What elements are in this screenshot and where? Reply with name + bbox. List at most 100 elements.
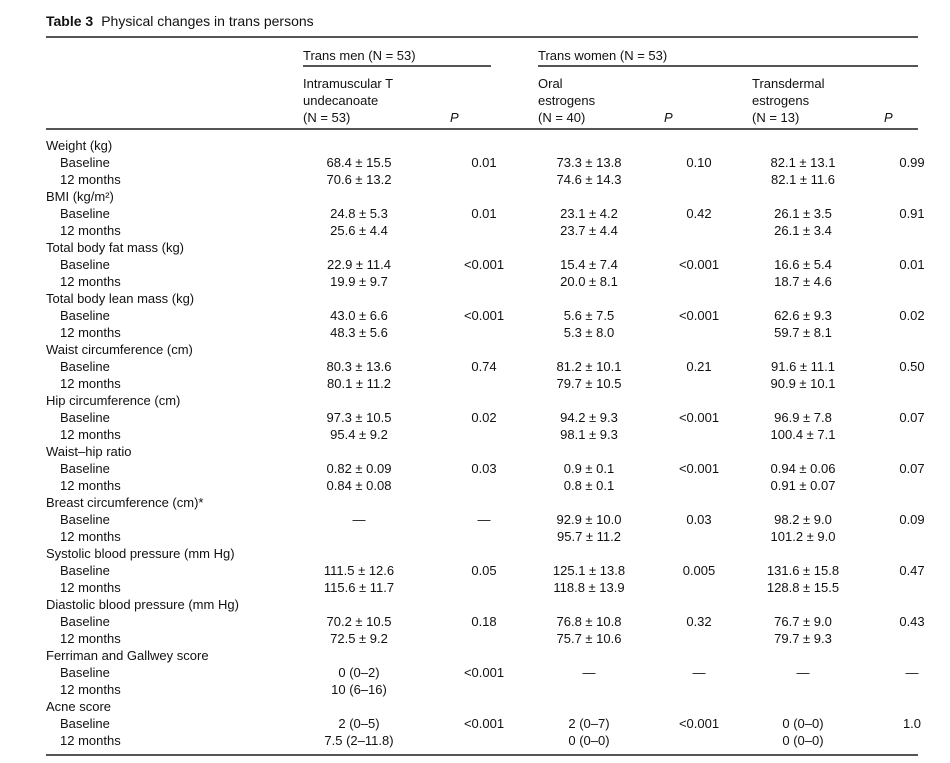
spacer-cell [404, 307, 444, 324]
spacer-cell [404, 426, 444, 443]
spacer-cell [404, 460, 444, 477]
p-value-cell [887, 290, 937, 307]
p-value-cell: <0.001 [463, 665, 505, 680]
value-cell: 5.6 ± 7.5 [563, 308, 615, 323]
value-cell [759, 188, 847, 205]
value-cell [759, 341, 847, 358]
spacer-cell [847, 647, 887, 664]
spacer-cell [634, 171, 664, 188]
spacer-cell [524, 545, 544, 562]
value-cell: 131.6 ± 15.8 [766, 563, 840, 578]
col-header-line: Transdermal [752, 76, 825, 91]
value-cell: 0.94 ± 0.06 [770, 461, 836, 476]
value-cell: 0 (0–2) [338, 665, 380, 680]
value-cell [544, 596, 634, 613]
row-label: Baseline [60, 563, 110, 578]
spacer-cell [734, 681, 759, 698]
value-cell [314, 545, 404, 562]
value-cell: 92.9 ± 10.0 [556, 512, 622, 527]
p-value-cell: 0.47 [899, 563, 925, 578]
row-group-label: Total body fat mass (kg) [46, 240, 184, 255]
p-value-cell [444, 188, 524, 205]
spacer-cell [734, 188, 759, 205]
group-header-trans-men: Trans men (N = 53) [303, 48, 416, 63]
value-cell: 82.1 ± 13.1 [770, 155, 836, 170]
spacer-cell [404, 375, 444, 392]
p-value-cell: <0.001 [678, 461, 720, 476]
value-cell: 95.7 ± 11.2 [557, 529, 621, 544]
spacer-cell [524, 681, 544, 698]
p-value-cell [444, 443, 524, 460]
group-rule-trans-men [303, 65, 491, 67]
value-cell [544, 494, 634, 511]
value-cell: 0.84 ± 0.08 [326, 478, 392, 493]
p-value-cell [664, 528, 734, 545]
value-cell: 48.3 ± 5.6 [330, 325, 388, 340]
spacer-cell [847, 273, 887, 290]
col-header-line: estrogens [538, 93, 596, 108]
spacer-cell [404, 443, 444, 460]
table-row: Baseline 68.4 ± 15.5 0.01 73.3 ± 13.8 0.10 82… [46, 154, 937, 171]
p-value-cell: — [477, 512, 491, 527]
value-cell: 98.1 ± 9.3 [560, 427, 618, 442]
group-row: Weight (kg) [46, 137, 937, 154]
spacer-cell [734, 579, 759, 596]
spacer-cell [404, 511, 444, 528]
spacer-cell [404, 528, 444, 545]
value-cell [314, 290, 404, 307]
spacer-cell [524, 613, 544, 630]
value-cell: — [796, 665, 810, 680]
p-value-cell [444, 528, 524, 545]
value-cell [759, 392, 847, 409]
p-value-cell [664, 239, 734, 256]
p-value-cell [887, 528, 937, 545]
value-cell: 97.3 ± 10.5 [326, 410, 392, 425]
spacer-cell [634, 494, 664, 511]
spacer-cell [404, 698, 444, 715]
spacer-cell [634, 256, 664, 273]
spacer-cell [524, 477, 544, 494]
row-group-label: Waist–hip ratio [46, 444, 132, 459]
value-cell: 79.7 ± 10.5 [556, 376, 622, 391]
value-cell: 70.2 ± 10.5 [326, 614, 392, 629]
spacer-cell [734, 341, 759, 358]
spacer-cell [847, 324, 887, 341]
p-value-cell [887, 426, 937, 443]
value-cell: 101.2 ± 9.0 [770, 529, 836, 544]
p-value-cell: 0.42 [686, 206, 712, 221]
p-value-cell [664, 732, 734, 749]
value-cell [544, 188, 634, 205]
row-label: 12 months [60, 478, 121, 493]
spacer-cell [404, 154, 444, 171]
group-row: Ferriman and Gallwey score [46, 647, 937, 664]
row-label: 12 months [60, 631, 121, 646]
spacer-cell [634, 188, 664, 205]
row-group-label: Hip circumference (cm) [46, 393, 181, 408]
p-value-cell [664, 545, 734, 562]
spacer-cell [734, 154, 759, 171]
row-label: Baseline [60, 512, 110, 527]
spacer-cell [404, 171, 444, 188]
p-value-cell: 0.07 [899, 410, 925, 425]
value-cell: 72.5 ± 9.2 [330, 631, 388, 646]
spacer-cell [734, 596, 759, 613]
p-value-cell [444, 426, 524, 443]
value-cell: 7.5 (2–11.8) [324, 733, 394, 748]
value-cell: 74.6 ± 14.3 [556, 172, 622, 187]
value-cell: 2 (0–5) [338, 716, 380, 731]
value-cell: 18.7 ± 4.6 [774, 274, 832, 289]
p-value-cell [664, 426, 734, 443]
value-cell [544, 545, 634, 562]
spacer-cell [634, 613, 664, 630]
spacer-cell [634, 477, 664, 494]
spacer-cell [634, 511, 664, 528]
p-value-cell [444, 222, 524, 239]
table-row: 12 months 25.6 ± 4.4 23.7 ± 4.4 26.1 ± 3.4 [46, 222, 937, 239]
spacer-cell [734, 511, 759, 528]
spacer-cell [847, 307, 887, 324]
value-cell [314, 392, 404, 409]
spacer-cell [524, 409, 544, 426]
spacer-cell [734, 545, 759, 562]
row-group-label: Waist circumference (cm) [46, 342, 193, 357]
spacer-cell [524, 562, 544, 579]
